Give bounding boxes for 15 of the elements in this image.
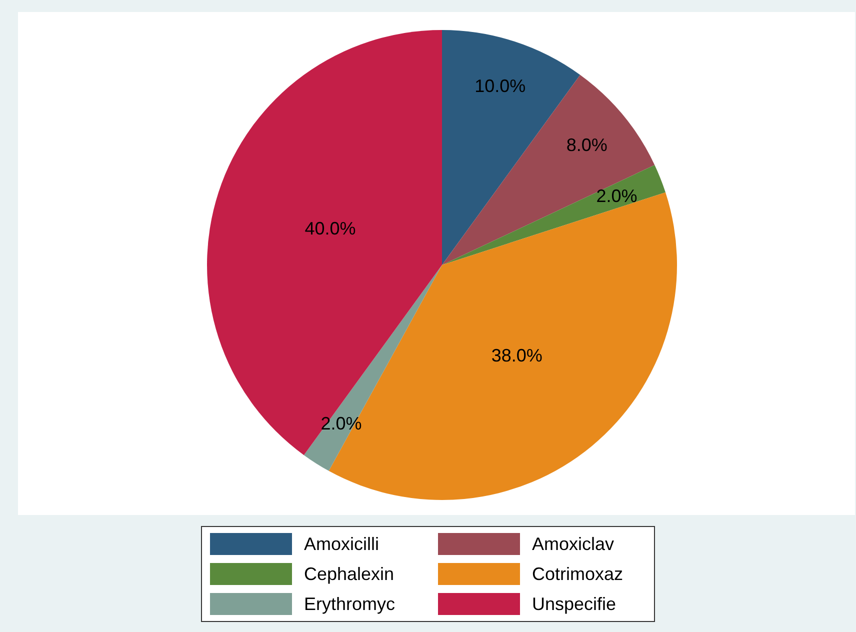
data-label: 38.0% — [491, 346, 542, 366]
pie-slice — [442, 164, 666, 265]
data-label: 40.0% — [304, 218, 356, 239]
pie-slice — [207, 30, 442, 456]
pie-slice — [442, 74, 655, 265]
pie-slice — [304, 265, 442, 471]
legend-label: Erythromyc — [304, 594, 396, 614]
legend-label: Cephalexin — [304, 564, 394, 584]
data-label: 2.0% — [596, 186, 638, 206]
legend-label: Cotrimoxaz — [532, 564, 624, 584]
legend-label: Amoxiclav — [532, 534, 614, 554]
legend-label: Unspecifie — [532, 594, 616, 614]
legend-label: Amoxicilli — [304, 534, 380, 554]
data-label: 8.0% — [566, 135, 608, 156]
data-label: 10.0% — [474, 76, 526, 96]
